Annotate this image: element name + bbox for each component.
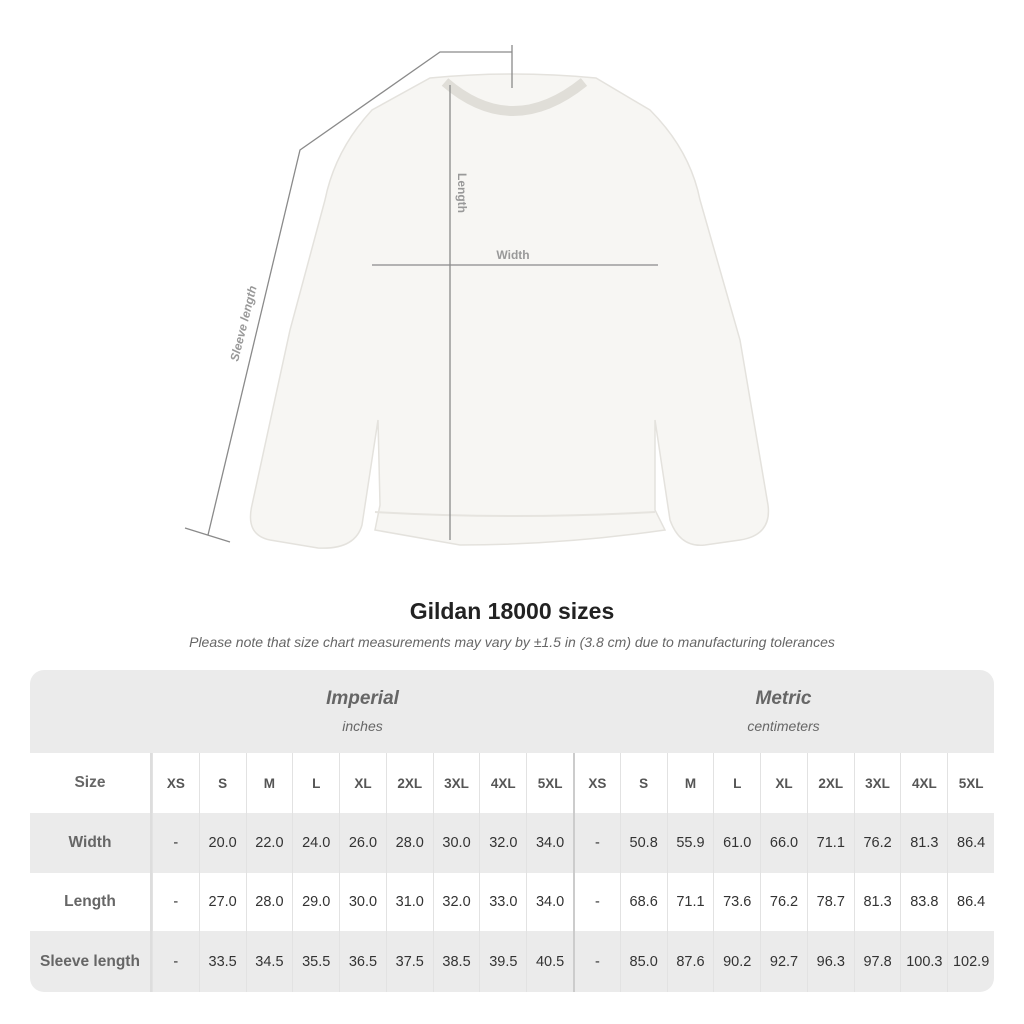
size-header-cell: 2XL <box>385 753 433 813</box>
imperial-value-cell: 30.0 <box>339 873 386 931</box>
size-header-cell: 2XL <box>806 753 854 813</box>
imperial-value-cell: 34.0 <box>526 813 573 873</box>
metric-value-cell: 97.8 <box>853 931 901 992</box>
table-row: Width -20.0 22.0 24.0 26.0 28.0 30.0 32.0 34.0-5… <box>30 813 994 873</box>
sweatshirt-image <box>249 73 770 549</box>
tolerance-note: Please note that size chart measurements… <box>189 634 835 650</box>
imperial-value-cell: 28.0 <box>385 813 433 873</box>
metric-value-cell: - <box>572 873 620 931</box>
size-header-cell: 5XL <box>947 753 994 813</box>
imperial-unit: inches <box>342 718 383 734</box>
imperial-value-cell: 39.5 <box>479 931 526 992</box>
metric-value-cell: 76.2 <box>853 813 901 873</box>
metric-value-cell: 81.3 <box>900 813 947 873</box>
table-row: Length -27.0 28.0 29.0 30.0 31.0 32.0 33.0 34.0-… <box>30 873 994 931</box>
metric-value-cell: 81.3 <box>853 873 901 931</box>
sweatshirt-diagram: Width Length Sleeve length <box>184 45 770 549</box>
page-title: Gildan 18000 sizes <box>409 598 615 624</box>
metric-value-cell: 76.2 <box>760 873 807 931</box>
imperial-value-cell: 22.0 <box>245 813 293 873</box>
imperial-value-cell: 37.5 <box>385 931 433 992</box>
size-header-cell: 4XL <box>479 753 526 813</box>
metric-value-cell: 85.0 <box>619 931 667 992</box>
size-header-cell: XL <box>339 753 386 813</box>
size-header-cell: L <box>292 753 339 813</box>
imperial-value-cell: - <box>151 931 199 992</box>
metric-value-cell: 96.3 <box>806 931 854 992</box>
imperial-value-cell: 20.0 <box>198 813 246 873</box>
imperial-value-cell: 27.0 <box>198 873 246 931</box>
size-header-cell: 5XL <box>526 753 573 813</box>
row-label: Size <box>30 753 152 813</box>
metric-value-cell: 86.4 <box>947 873 994 931</box>
imperial-value-cell: 36.5 <box>339 931 386 992</box>
imperial-value-cell: 24.0 <box>292 813 339 873</box>
row-label: Sleeve length <box>30 931 152 992</box>
metric-group: Metric centimeters <box>573 670 994 753</box>
metric-unit: centimeters <box>747 718 820 734</box>
metric-value-cell: 66.0 <box>760 813 807 873</box>
metric-value-cell: - <box>572 813 620 873</box>
width-label: Width <box>496 248 529 262</box>
metric-value-cell: 71.1 <box>806 813 854 873</box>
imperial-group: Imperial inches <box>152 670 573 753</box>
imperial-value-cell: 31.0 <box>385 873 433 931</box>
size-header-cell: 4XL <box>900 753 947 813</box>
imperial-value-cell: 34.0 <box>526 873 573 931</box>
metric-value-cell: 71.1 <box>666 873 714 931</box>
metric-value-cell: 55.9 <box>666 813 714 873</box>
size-header-cell: S <box>198 753 246 813</box>
sleeve-length-label: Sleeve length <box>227 284 259 362</box>
imperial-value-cell: 35.5 <box>292 931 339 992</box>
metric-value-cell: 50.8 <box>619 813 667 873</box>
imperial-value-cell: 40.5 <box>526 931 573 992</box>
imperial-value-cell: 34.5 <box>245 931 293 992</box>
length-label: Length <box>455 173 469 213</box>
imperial-value-cell: 30.0 <box>432 813 480 873</box>
metric-heading: Metric <box>755 688 812 709</box>
imperial-value-cell: - <box>151 813 199 873</box>
row-band <box>30 931 994 992</box>
metric-value-cell: 100.3 <box>900 931 947 992</box>
imperial-value-cell: 38.5 <box>432 931 480 992</box>
size-header-cell: XS <box>151 753 199 813</box>
table-header-band <box>30 670 994 753</box>
size-header-cell: L <box>713 753 760 813</box>
metric-value-cell: 87.6 <box>666 931 714 992</box>
imperial-value-cell: 32.0 <box>432 873 480 931</box>
metric-value-cell: - <box>572 931 620 992</box>
size-header-cell: 3XL <box>432 753 480 813</box>
imperial-value-cell: 32.0 <box>479 813 526 873</box>
size-header-cell: S <box>619 753 667 813</box>
metric-value-cell: 86.4 <box>947 813 994 873</box>
size-table: Imperial inches Metric centimeters Size X… <box>30 670 994 992</box>
row-band <box>30 813 994 873</box>
metric-value-cell: 83.8 <box>900 873 947 931</box>
size-header-cell: XS <box>572 753 620 813</box>
metric-value-cell: 61.0 <box>713 813 760 873</box>
size-header-cell: 3XL <box>853 753 901 813</box>
imperial-value-cell: - <box>151 873 199 931</box>
imperial-value-cell: 29.0 <box>292 873 339 931</box>
table-row: Sleeve length -33.5 34.5 35.5 36.5 37.5 38.5 39… <box>30 931 994 992</box>
metric-value-cell: 92.7 <box>760 931 807 992</box>
imperial-value-cell: 33.5 <box>198 931 246 992</box>
size-header-cell: M <box>666 753 714 813</box>
metric-value-cell: 102.9 <box>947 931 994 992</box>
metric-value-cell: 90.2 <box>713 931 760 992</box>
size-header-cell: XL <box>760 753 807 813</box>
metric-value-cell: 73.6 <box>713 873 760 931</box>
metric-value-cell: 78.7 <box>806 873 854 931</box>
imperial-value-cell: 26.0 <box>339 813 386 873</box>
imperial-heading: Imperial <box>326 688 399 709</box>
row-label: Length <box>30 873 152 931</box>
metric-value-cell: 68.6 <box>619 873 667 931</box>
imperial-value-cell: 28.0 <box>245 873 293 931</box>
size-header-row: Size XS S M L XL 2XL 3XL 4XL 5XL XS S M L XL 2XL 3XL 4XL 5… <box>30 753 994 813</box>
row-label: Width <box>30 813 152 873</box>
size-header-cell: M <box>245 753 293 813</box>
imperial-value-cell: 33.0 <box>479 873 526 931</box>
